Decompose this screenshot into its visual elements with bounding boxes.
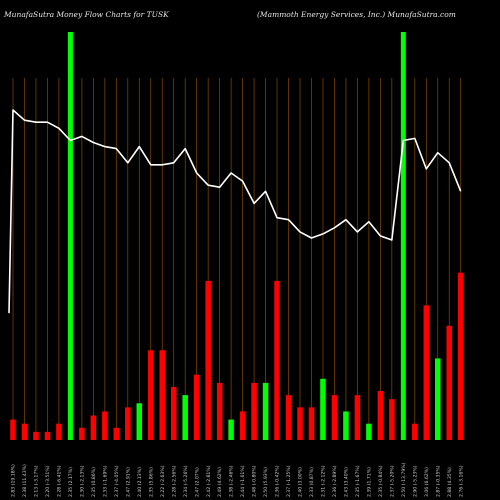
money-flow-bar [446,325,452,440]
money-flow-bar [400,32,406,440]
x-tick-label: 2.35 (0.86%) [91,467,97,497]
x-tick-label: 2.39 (1.71%) [366,467,372,497]
money-flow-bar [285,395,292,440]
money-flow-bars [10,32,464,440]
x-tick-label: 2.30 (-2.13%) [79,465,85,497]
money-flow-bar [56,423,62,440]
x-tick-label: 2.28 (-2.56%) [171,465,177,497]
x-tick-label: 2.36 (-2.89%) [332,465,338,497]
money-flow-bar [423,305,430,440]
x-tick-label: 2.37 (-1.25%) [286,465,292,497]
money-flow-bar [113,427,120,440]
money-flow-bar [457,272,464,440]
money-flow-bar [21,423,28,440]
money-flow-bar [343,411,349,440]
x-tick-label: 3.06 (6.62%) [424,467,430,497]
x-tick-label: 2.31 (-2.12%) [321,465,327,497]
money-flow-bar [10,419,16,440]
money-flow-bar [262,382,269,440]
x-tick-label: 2.38 (-2.46%) [229,465,235,497]
x-tick-label: 2.20 (-3.51%) [45,465,51,497]
money-flow-bar [274,280,280,440]
money-flow-bar [170,386,177,440]
chart-subtitle: (Mammoth Energy Services, Inc.) MunafaSu… [257,10,456,19]
x-tick-label: 2.50 (-13.79%) [401,462,407,497]
x-tick-label: 2.22 (-2.63%) [160,465,166,497]
money-flow-bar [33,431,39,440]
x-tick-label: 2.35 (5.86%) [148,467,154,497]
money-flow-bar [377,391,384,440]
x-tick-label: 2.35 (-1.67%) [355,465,361,497]
x-tick-label: 2.35 (2.17%) [68,467,74,497]
x-tick-label: 2.43 (3.40%) [344,467,350,497]
x-tick-label: 2.47 (2.91%) [125,467,131,497]
money-flow-bar [320,378,326,440]
price-series-line [8,109,462,314]
x-tick-label: 2.87 (-0.35%) [435,465,441,497]
money-flow-bar [366,423,372,440]
money-flow-bar [79,427,85,440]
money-flow-bar [435,358,441,440]
x-tick-label: 2.49 (4.62%) [217,467,223,497]
x-tick-label: 2.37 (-4.05%) [114,465,120,497]
money-flow-bar [228,419,234,440]
x-tick-label: 2.33 (-1.69%) [102,465,108,497]
money-flow-bar [90,415,97,440]
x-tick-label: 2.40 (2.13%) [137,467,143,497]
money-flow-bar [193,374,200,440]
vertical-gridlines [12,78,462,440]
x-tick-label: 2.37 (-5.20%) [389,465,395,497]
money-flow-bar [297,407,303,440]
money-flow-bar [205,280,211,440]
x-tick-label: 2.36 (-0.42%) [275,465,281,497]
chart-title: MunafaSutra Money Flow Charts for TUSK [4,10,169,19]
x-tick-label: 2.34 (-5.26%) [183,465,189,497]
money-flow-bar [331,395,338,440]
x-tick-label: 2.83 (19.18%) [11,464,17,497]
money-flow-bar [159,350,165,440]
x-tick-label: 2.47 (2.07%) [194,467,200,497]
money-flow-bar [412,423,418,440]
money-flow-bar [182,395,188,440]
money-flow-bar [148,350,154,440]
x-tick-label: 2.33 (0.87%) [309,467,315,497]
money-flow-bar [125,407,131,440]
money-flow-bar [136,403,143,440]
x-tick-label: 2.28 (-6.41%) [57,465,63,497]
money-flow-bar [44,431,51,440]
x-tick-label: 2.44 (-1.61%) [240,465,246,497]
x-tick-label: 2.48 (-0.80%) [252,465,258,497]
x-tick-label: 2.35 (-0.84%) [378,465,384,497]
money-flow-bar [102,411,108,440]
money-flow-bar [308,407,315,440]
x-tick-label: 2.50 (5.93%) [263,467,269,497]
money-flow-bar [251,382,257,440]
x-tick-label: 2.88 (4.35%) [447,467,453,497]
money-flow-bar [67,32,73,440]
x-tick-label: 2.90 (-5.23%) [412,465,418,497]
x-tick-label: 2.40 (3.00%) [298,467,304,497]
money-flow-bar [354,395,361,440]
x-tick-label: 2.42 (-2.81%) [206,465,212,497]
money-flow-bar [216,382,223,440]
x-axis-tick-labels: 2.83 (19.18%) 2.38 (11.43%) 2.13 (-3.17%) 2… [11,462,465,497]
price-line [8,109,462,314]
x-tick-label: 2.76 (-3.16%) [458,465,464,497]
x-tick-label: 2.13 (-3.17%) [34,465,40,497]
money-flow-bar [389,399,395,440]
money-flow-bar [239,411,246,440]
x-tick-label: 2.38 (11.43%) [22,464,28,497]
